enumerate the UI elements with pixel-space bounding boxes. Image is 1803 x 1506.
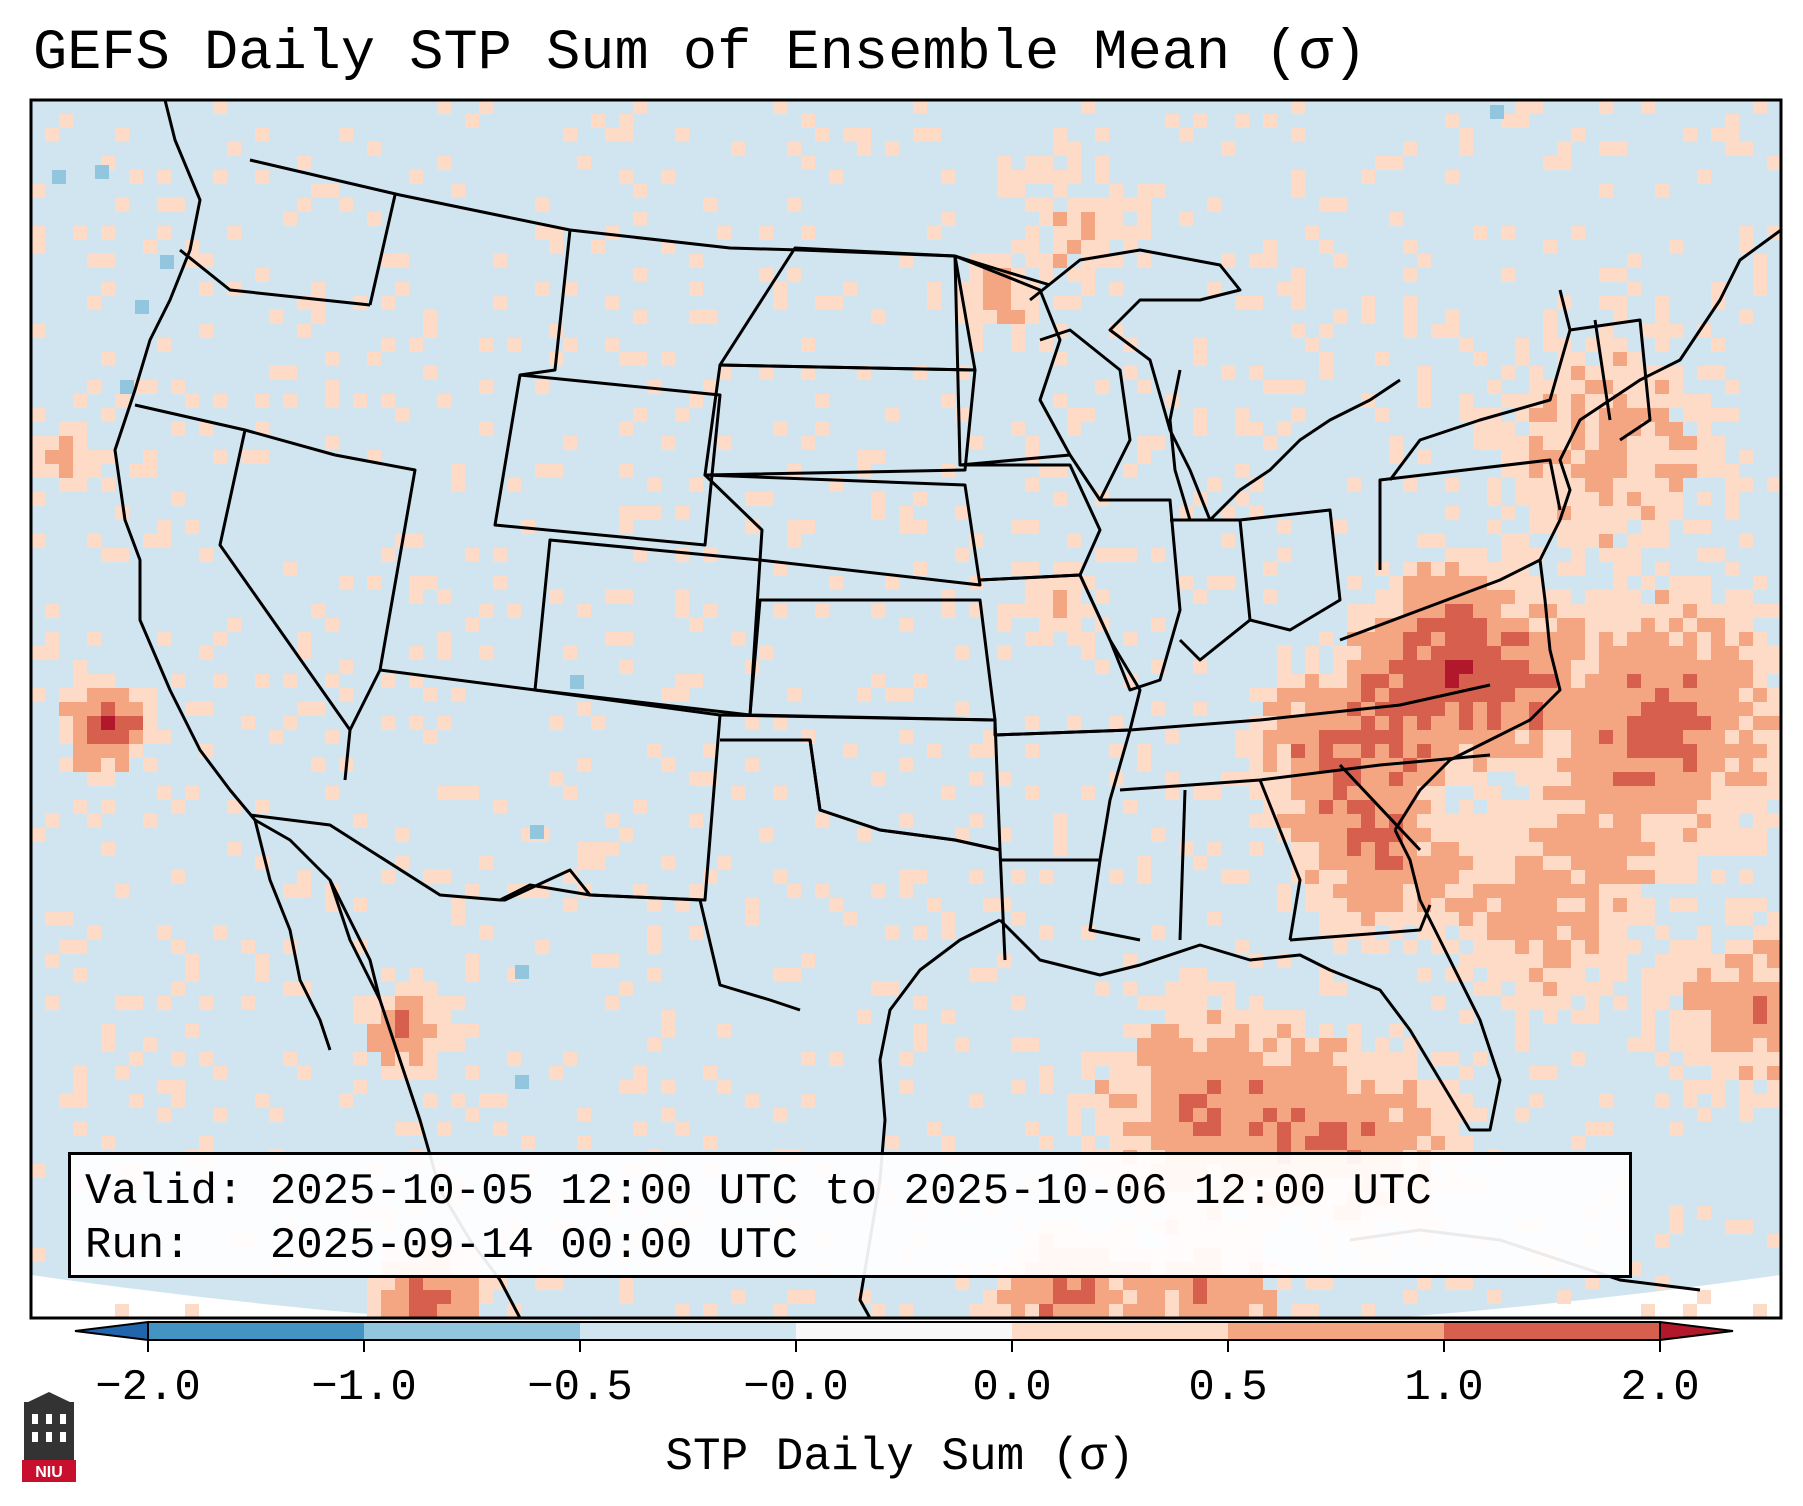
great-lakes — [1029, 248, 1401, 522]
ut-az-border — [379, 668, 536, 692]
colorbar-bin-0 — [148, 1322, 365, 1340]
map-frame — [29, 98, 1783, 1320]
canada-border — [249, 158, 1051, 287]
wa-or-border — [179, 248, 371, 307]
gulf-of-california — [328, 879, 382, 1001]
colorbar-bin-6 — [1444, 1322, 1661, 1340]
colorbar-bin-2 — [580, 1322, 797, 1340]
colorbar-frame — [147, 1321, 1661, 1341]
al-ga-border — [1258, 779, 1302, 941]
off-domain-region — [31, 1275, 1781, 1318]
ms-al-border — [1178, 789, 1187, 941]
wi-border — [1039, 328, 1132, 502]
colorbar-extend-low — [74, 1320, 149, 1342]
map-title: GEFS Daily STP Sum of Ensemble Mean (σ) — [33, 22, 1368, 86]
atlantic-coast — [1393, 228, 1781, 831]
gulf-coast — [998, 829, 1502, 1132]
colorbar-extend-high — [1659, 1320, 1734, 1342]
state-borders — [134, 158, 1652, 1012]
ne-border — [703, 473, 982, 587]
colorbar-tick-label: −0.5 — [527, 1363, 633, 1413]
colorbar-tick-label: −1.0 — [311, 1363, 417, 1413]
logo-text: NIU — [35, 1464, 63, 1481]
colorbar-tick-label: 0.5 — [1188, 1363, 1268, 1413]
colorbar-tick-label: 2.0 — [1620, 1363, 1700, 1413]
niu-logo: NIU — [22, 1392, 76, 1482]
ga-sc-border — [1338, 763, 1422, 852]
mexico-border — [249, 813, 801, 1012]
colorbar-tick-label: 0.0 — [972, 1363, 1052, 1413]
ky-tn-border — [1129, 683, 1491, 732]
run-label: Run: — [85, 1221, 191, 1271]
vt-nh-border — [1593, 319, 1612, 421]
ca-nv-border — [218, 429, 352, 781]
wy-border — [493, 373, 722, 547]
id-mt-border — [368, 194, 397, 306]
nv-ut-border — [334, 453, 417, 731]
oh-border — [1239, 508, 1342, 632]
lake-michigan — [1168, 369, 1192, 521]
valid-run-info-box: Valid: 2025-10-05 12:00 UTC to 2025-10-0… — [68, 1152, 1632, 1278]
ny-border — [1388, 289, 1572, 481]
valid-value: 2025-10-05 12:00 UTC to 2025-10-06 12:00… — [269, 1167, 1432, 1217]
colorbar-bin-4 — [1012, 1322, 1229, 1340]
colorbar — [74, 1320, 1734, 1352]
tx-border — [808, 739, 1007, 961]
sd-border — [703, 363, 977, 477]
fl-border — [1289, 904, 1432, 942]
tn-ms-al-border — [1119, 753, 1491, 792]
valid-label: Valid: — [85, 1167, 244, 1217]
pa-ny-border — [1378, 458, 1562, 570]
colorbar-bin-1 — [364, 1322, 581, 1340]
colorbar-bin-5 — [1228, 1322, 1445, 1340]
colorbar-bin-3 — [796, 1322, 1013, 1340]
run-value: 2025-09-14 00:00 UTC — [269, 1221, 798, 1271]
stp-anomaly-grid — [31, 100, 1781, 1318]
west-coast — [113, 100, 522, 1318]
va-border — [1339, 558, 1541, 642]
colorbar-tick-label: 1.0 — [1404, 1363, 1484, 1413]
il-border — [1078, 498, 1182, 692]
baja-peninsula — [253, 819, 332, 1051]
ne-states-border — [1569, 318, 1652, 442]
colorbar-tick-label: −2.0 — [95, 1363, 201, 1413]
mt-dakota-border — [519, 229, 572, 377]
colorbar-label: STP Daily Sum (σ) — [665, 1431, 1135, 1483]
la-border — [1000, 858, 1141, 942]
colorbar-tick-label: −0.0 — [743, 1363, 849, 1413]
